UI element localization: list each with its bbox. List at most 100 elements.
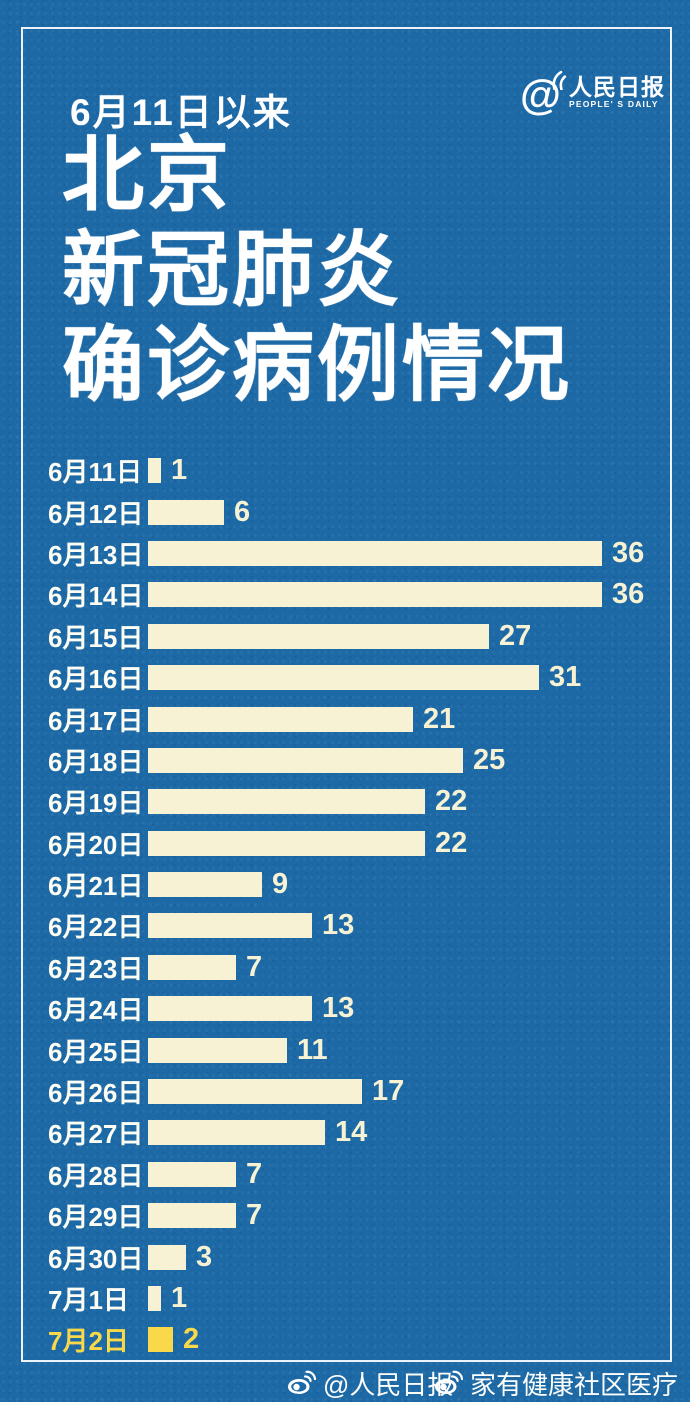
chart-row: 6月15日 27	[48, 616, 672, 657]
logo-name-en: PEOPLE' S DAILY	[568, 99, 659, 109]
bar-date-label: 6月12日	[48, 498, 144, 529]
chart-row: 6月25日 11	[48, 1029, 672, 1070]
bar-date-label: 6月15日	[48, 622, 144, 653]
chart-row: 7月1日 1	[48, 1278, 672, 1319]
bar-date-label: 6月23日	[48, 953, 144, 984]
bar-date-label: 6月20日	[48, 829, 144, 860]
bar-value: 13	[322, 992, 355, 1025]
page-title: 北京 新冠肺炎 确诊病例情况	[62, 128, 572, 413]
bar	[148, 499, 224, 525]
chart-row: 6月21日 9	[48, 864, 672, 905]
bar	[148, 830, 425, 856]
bar-date-label: 6月14日	[48, 581, 144, 612]
bar-date-label: 7月2日	[48, 1326, 129, 1357]
bar-date-label: 6月25日	[48, 1036, 144, 1067]
bar	[148, 1037, 287, 1063]
bar	[148, 582, 602, 608]
bar	[148, 1161, 236, 1187]
chart-row: 6月14日 36	[48, 574, 672, 615]
bar-date-label: 6月29日	[48, 1202, 144, 1233]
bar-value: 21	[423, 702, 456, 735]
bar	[148, 458, 161, 484]
bar-value: 3	[196, 1240, 213, 1273]
chart-row: 6月19日 22	[48, 781, 672, 822]
bar-date-label: 6月21日	[48, 871, 144, 902]
bar	[148, 1079, 362, 1105]
bar	[148, 996, 312, 1022]
bar-date-label: 6月26日	[48, 1078, 144, 1109]
chart-row: 6月30日 3	[48, 1236, 672, 1277]
bar-date-label: 6月16日	[48, 664, 144, 695]
bar-date-label: 6月13日	[48, 539, 144, 570]
bar-value: 14	[335, 1116, 368, 1149]
chart-row: 6月11日 1	[48, 450, 672, 491]
bar-date-label: 6月11日	[48, 457, 142, 488]
bar-value: 22	[435, 826, 468, 859]
bar-value: 1	[171, 454, 188, 487]
chart-subtitle: 6月11日以来	[70, 92, 292, 133]
bar	[148, 623, 489, 649]
footer-credit-peoples-daily: @人民日报	[286, 1365, 453, 1402]
peoples-daily-logo: @ 人民日报 PEOPLE' S DAILY	[520, 70, 665, 116]
bar-value: 6	[234, 495, 251, 528]
chart-row: 6月23日 7	[48, 947, 672, 988]
bar-date-label: 6月30日	[48, 1243, 144, 1274]
footer-credit-label: 家有健康社区医疗	[469, 1370, 678, 1400]
title-line-1: 北京	[62, 130, 233, 221]
footer: @人民日报 家有健康社区医疗	[0, 1363, 690, 1400]
bar-value: 36	[612, 578, 645, 611]
bar-value: 25	[473, 743, 506, 776]
bar-date-label: 6月24日	[48, 995, 144, 1026]
bar	[148, 872, 262, 898]
bar-value: 13	[322, 909, 355, 942]
weibo-icon	[434, 1370, 463, 1394]
chart-row: 6月16日 31	[48, 657, 672, 698]
bar-value: 27	[499, 619, 532, 652]
footer-credit-community: 家有健康社区医疗	[433, 1365, 678, 1402]
bar-date-label: 6月27日	[48, 1119, 144, 1150]
chart-row: 6月27日 14	[48, 1112, 672, 1153]
bar	[148, 954, 236, 980]
footer-credit-label: @人民日报	[323, 1370, 454, 1400]
title-line-3: 确诊病例情况	[62, 320, 573, 411]
chart-row: 6月13日 36	[48, 533, 672, 574]
bar-date-label: 6月22日	[48, 912, 144, 943]
bar	[148, 706, 413, 732]
bar-date-label: 6月17日	[48, 705, 144, 736]
chart-row: 7月2日 2	[48, 1319, 672, 1360]
chart-row: 6月26日 17	[48, 1071, 672, 1112]
bar	[148, 1327, 173, 1353]
chart-row: 6月28日 7	[48, 1154, 672, 1195]
logo-name-cn: 人民日报	[568, 74, 665, 100]
bar	[148, 1244, 186, 1270]
logo-text: 人民日报 PEOPLE' S DAILY	[569, 75, 665, 110]
bar-date-label: 7月1日	[48, 1285, 129, 1315]
bar-value: 7	[246, 1199, 263, 1232]
chart-row: 6月29日 7	[48, 1195, 672, 1236]
bar	[148, 747, 463, 773]
title-line-2: 新冠肺炎	[62, 225, 403, 316]
chart-row: 6月20日 22	[48, 823, 672, 864]
bar-value: 17	[372, 1075, 405, 1108]
bar-value: 36	[612, 536, 645, 569]
bar-value: 7	[246, 950, 263, 983]
chart-row: 6月22日 13	[48, 905, 672, 946]
chart-row: 6月18日 25	[48, 740, 672, 781]
bar-value: 31	[549, 661, 582, 694]
bar	[148, 913, 312, 939]
bar-date-label: 6月19日	[48, 788, 144, 819]
chart-row: 6月12日 6	[48, 491, 672, 532]
bar	[148, 789, 425, 815]
bar-value: 11	[297, 1033, 328, 1066]
bar-value: 7	[246, 1157, 263, 1190]
bar	[148, 1203, 236, 1229]
signal-waves-icon	[552, 70, 567, 90]
weibo-icon	[288, 1370, 316, 1394]
chart-row: 6月17日 21	[48, 698, 672, 739]
bar-date-label: 6月28日	[48, 1160, 144, 1191]
bar	[148, 665, 539, 691]
bar-chart: 6月11日 1 6月12日 6 6月13日 36 6月14日 36 6月15日 27 6月16日 31…	[48, 450, 672, 1361]
bar-value: 9	[272, 868, 289, 901]
bar-date-label: 6月18日	[48, 746, 144, 777]
bar	[148, 1120, 325, 1146]
